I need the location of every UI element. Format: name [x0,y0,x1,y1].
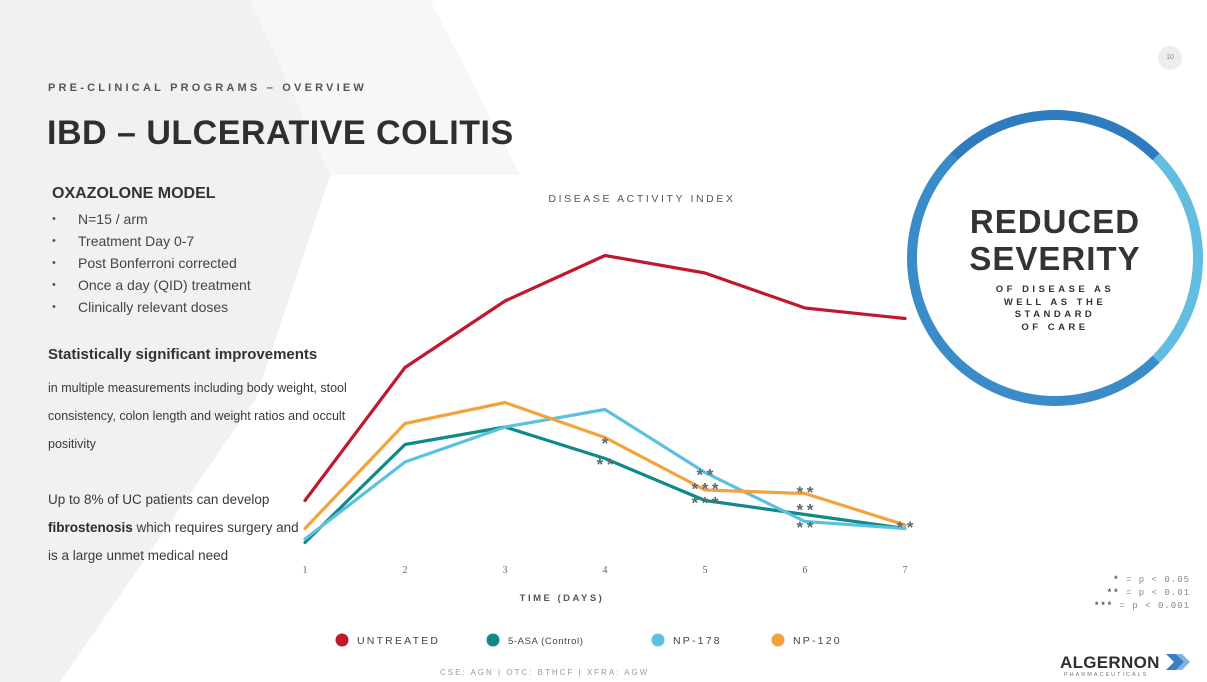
sig-legend-row: ** = p < 0.01 [1030,587,1190,600]
data-point [903,317,907,320]
badge-sub-line: WELL AS THE [1003,296,1107,308]
data-point [303,527,307,530]
data-point [903,523,907,527]
data-point [703,499,707,502]
sig-legend-row: *** = p < 0.001 [1030,600,1190,613]
badge-heading: REDUCED SEVERITY [907,203,1203,277]
significance-annotation: ** [795,503,815,522]
page-title: IBD – ULCERATIVE COLITIS [47,114,514,152]
bullet-item: Clinically relevant doses [52,296,251,318]
logo-tagline: PHARMACEUTICALS [1064,672,1149,678]
data-point [603,436,607,439]
sig-text: = p < 0.001 [1119,601,1190,611]
data-point [603,408,607,411]
sig-mark: ** [1106,588,1120,598]
x-tick-label: 6 [803,565,808,576]
data-point [303,537,307,541]
data-point [703,271,707,275]
significance-annotation: *** [690,482,721,501]
logo-chevron-icon [1166,654,1191,670]
data-point [603,457,607,460]
stat-body-text: in multiple measurements including body … [48,381,347,451]
data-point [503,401,507,404]
data-point [703,488,707,492]
sig-legend-row: * = p < 0.05 [1030,574,1190,587]
company-logo: ALGERNON [1060,653,1192,673]
legend-label: UNTREATED [357,635,440,647]
x-tick-label: 3 [503,565,508,576]
significance-annotation: * [600,437,610,456]
significance-annotation: ** [895,521,915,540]
data-point [503,299,507,303]
data-point [803,513,807,516]
legend-swatch [651,633,665,647]
data-point [803,520,807,523]
data-point [303,499,307,502]
legend-swatch [486,633,500,647]
data-point [303,541,307,544]
bullet-item: Post Bonferroni corrected [52,252,251,274]
significance-legend: * = p < 0.05 ** = p < 0.01 *** = p < 0.0… [1030,574,1190,613]
x-tick-label: 1 [303,565,308,576]
sig-mark: * [1113,575,1120,585]
data-point [903,527,907,530]
model-heading: OXAZOLONE MODEL [52,185,216,202]
legend-swatch [771,633,785,647]
legend-label: NP-120 [793,635,842,647]
legend-swatch [335,633,349,647]
badge-ring [907,110,1203,406]
significance-annotation: ** [795,486,815,505]
data-point [403,366,407,369]
x-tick-label: 4 [603,565,608,576]
uc-text-part: Up to 8% of UC patients can develop [48,492,270,507]
sig-text: = p < 0.05 [1125,575,1190,585]
x-tick-label: 7 [903,565,908,576]
data-point [803,306,807,310]
page-number: 10 [1158,46,1182,70]
stat-heading: Statistically significant improvements [48,346,318,363]
significance-annotation: ** [595,458,615,477]
uc-paragraph: Up to 8% of UC patients can develop fibr… [48,486,308,570]
model-bullet-list: N=15 / arm Treatment Day 0-7 Post Bonfer… [52,208,251,318]
badge-sub-line: OF CARE [1021,321,1089,333]
sig-text: = p < 0.01 [1125,588,1190,598]
logo-wordmark: ALGERNON [1060,653,1160,672]
badge-sub-line: OF DISEASE AS [995,284,1115,295]
legend-label: 5-ASA (Control) [508,636,584,647]
ticker-footer: CSE: AGN | OTC: BTHCF | XFRA: AGW [440,668,650,677]
x-tick-label: 2 [403,565,408,576]
data-point [403,460,407,464]
data-point [603,254,607,257]
uc-text-part: which requires surgery and is a large un… [48,520,299,563]
data-point [703,471,707,474]
significance-annotation: *** [690,496,721,515]
data-point [803,492,807,495]
bullet-item: Treatment Day 0-7 [52,230,251,252]
significance-annotation: ** [795,521,815,540]
significance-annotation: ** [695,468,715,487]
chart-title: DISEASE ACTIVITY INDEX [548,193,735,205]
uc-text-bold: fibrostenosis [48,520,133,535]
data-point [503,425,507,429]
section-eyebrow: PRE-CLINICAL PROGRAMS – OVERVIEW [48,82,367,94]
data-point [403,443,407,446]
bullet-item: Once a day (QID) treatment [52,274,251,296]
sig-mark: *** [1093,601,1114,611]
legend-label: NP-178 [673,635,722,647]
data-point [403,422,407,425]
badge-line: SEVERITY [969,240,1141,277]
x-tick-label: 5 [703,565,708,576]
x-axis-label: TIME (DAYS) [520,593,605,604]
badge-subtext: OF DISEASE AS WELL AS THE STANDARD OF CA… [907,284,1203,334]
badge-sub-line: STANDARD [1014,309,1096,320]
bullet-item: N=15 / arm [52,208,251,230]
badge-line: REDUCED [969,203,1141,240]
